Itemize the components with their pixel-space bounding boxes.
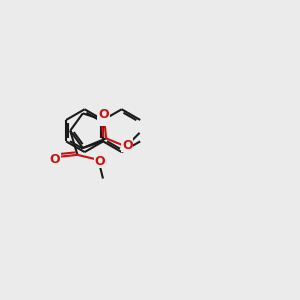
Text: N: N xyxy=(97,112,109,125)
Text: O: O xyxy=(99,109,109,122)
Text: O: O xyxy=(94,155,105,168)
Text: O: O xyxy=(122,139,133,152)
Text: O: O xyxy=(50,153,60,166)
